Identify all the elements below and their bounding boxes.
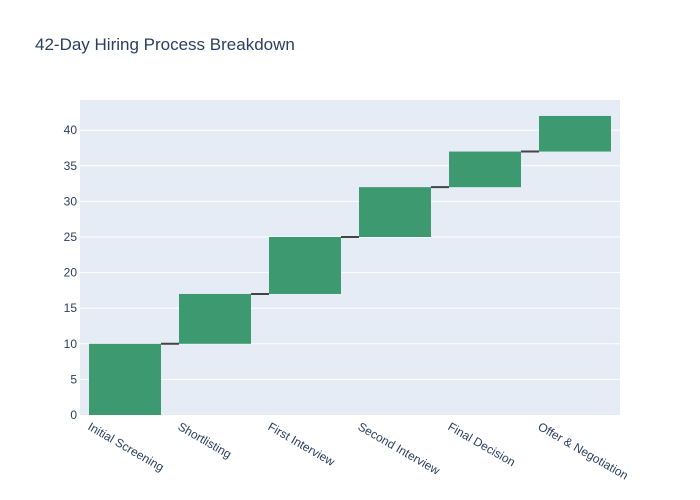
y-tick-label: 20 xyxy=(64,266,78,280)
y-tick-label: 40 xyxy=(64,123,78,137)
y-tick-label: 15 xyxy=(64,301,78,315)
bar-offer-negotiation[interactable] xyxy=(539,115,611,152)
x-tick-label: Final Decision xyxy=(446,419,518,469)
bar-final-decision[interactable] xyxy=(449,151,521,188)
x-tick-label: Initial Screening xyxy=(86,419,167,474)
bar-shortlisting[interactable] xyxy=(179,293,251,344)
bar-layer xyxy=(89,115,611,415)
y-tick-label: 30 xyxy=(64,194,78,208)
y-tick-label: 25 xyxy=(64,230,78,244)
bar-initial-screening[interactable] xyxy=(89,343,161,415)
bar-first-interview[interactable] xyxy=(269,237,341,294)
x-tick-label: Second Interview xyxy=(356,419,443,477)
y-tick-label: 10 xyxy=(64,337,78,351)
y-tick-label: 0 xyxy=(70,408,77,422)
x-axis-ticks: Initial Screening Shortlisting First Inter… xyxy=(86,419,631,482)
chart-title: 42-Day Hiring Process Breakdown xyxy=(35,35,295,54)
bar-second-interview[interactable] xyxy=(359,187,431,237)
y-tick-label: 35 xyxy=(64,159,78,173)
y-tick-label: 5 xyxy=(70,372,77,386)
x-tick-label: First Interview xyxy=(266,419,338,469)
connector-layer xyxy=(161,150,539,345)
x-tick-label: Shortlisting xyxy=(176,419,234,461)
x-tick-label: Offer & Negotiation xyxy=(536,419,631,482)
y-axis-ticks: 0 5 10 15 20 25 30 35 40 xyxy=(64,123,78,422)
